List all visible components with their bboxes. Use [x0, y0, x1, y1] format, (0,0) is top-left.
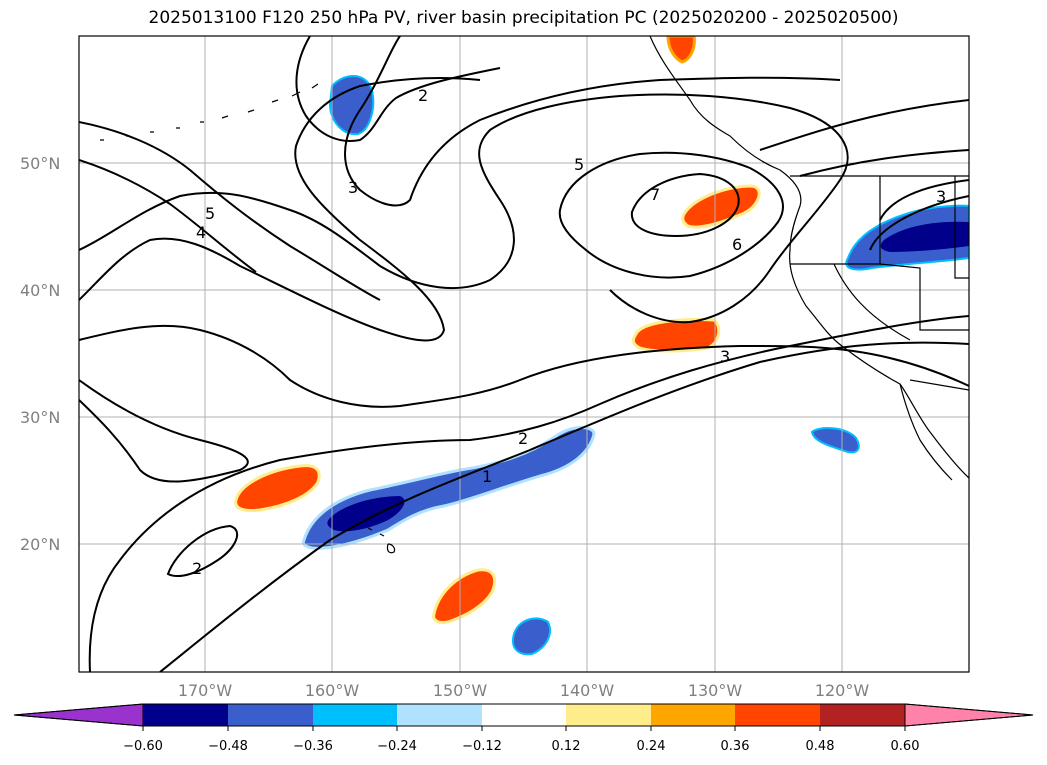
contour-label: 3 [720, 347, 730, 366]
contour-label: 2 [518, 429, 528, 448]
colorbar-tick-label: −0.48 [208, 739, 248, 754]
latitude-labels: 50°N 40°N 30°N 20°N [20, 154, 60, 554]
lon-label: 120°W [815, 681, 870, 700]
longitude-labels: 170°W 160°W 150°W 140°W 130°W 120°W [178, 681, 870, 700]
lon-label: 170°W [178, 681, 233, 700]
contour-2-north [295, 36, 501, 142]
contour-4 [79, 77, 481, 342]
pos-anomaly-pacnw [681, 184, 761, 229]
contour-2-loop [166, 524, 239, 578]
colorbar: −0.60 −0.48 −0.36 −0.24 −0.12 0.12 0.24 … [13, 703, 1034, 754]
contour-label: 3 [348, 178, 358, 197]
aleutian-dots [100, 83, 319, 141]
lon-label: 150°W [433, 681, 488, 700]
contour-7 [630, 172, 740, 238]
colorbar-tick-label: −0.60 [123, 739, 163, 754]
colorbar-swatch [313, 704, 397, 726]
colorbar-tick-label: −0.24 [377, 739, 417, 754]
contour-labels: 2 3 5 4 7 6 3 2 1 2 3 5 [192, 86, 946, 578]
colorbar-min-extend [13, 703, 144, 727]
contour-top-right-2 [799, 149, 969, 177]
contour-label: 1 [482, 467, 492, 486]
gridlines [79, 36, 969, 672]
pv-contours [79, 36, 969, 672]
neg-anomaly-band-core [327, 496, 405, 532]
contour-label: 2 [418, 86, 428, 105]
contour-3-ne [879, 179, 969, 221]
neg-anomaly-greatbasin-core [880, 221, 969, 252]
north-america-coast [649, 36, 969, 479]
state-border-3 [833, 263, 911, 341]
colorbar-swatch [397, 704, 482, 726]
colorbar-tick-label: 0.36 [721, 739, 750, 754]
colorbar-swatch [482, 704, 566, 726]
lat-label: 50°N [20, 154, 60, 173]
pos-anomaly-west [234, 464, 321, 512]
colorbar-tick-label: 0.12 [552, 739, 581, 754]
lat-label: 30°N [20, 408, 60, 427]
contour-label: 5 [205, 204, 215, 223]
hawaii-islands [367, 527, 396, 554]
state-border-2 [879, 263, 969, 331]
contour-label: 2 [192, 559, 202, 578]
lon-label: 130°W [688, 681, 743, 700]
lon-label: 160°W [305, 681, 360, 700]
colorbar-tick-label: 0.48 [806, 739, 835, 754]
contour-west-lower [79, 121, 381, 301]
contour-1 [159, 341, 969, 672]
colorbar-swatch [820, 704, 905, 726]
lat-label: 20°N [20, 535, 60, 554]
contour-west-upper [79, 159, 257, 273]
contour-3-south [79, 379, 249, 483]
colorbar-ticks [142, 726, 906, 731]
map-title: 2025013100 F120 250 hPa PV, river basin … [148, 8, 899, 28]
contour-label: 5 [574, 155, 584, 174]
neg-anomaly-south [512, 617, 551, 656]
contour-label: 3 [936, 187, 946, 206]
contour-label: 4 [196, 223, 206, 242]
colorbar-swatch [651, 704, 735, 726]
lat-label: 40°N [20, 281, 60, 300]
state-border-4 [954, 176, 969, 279]
coastlines [100, 36, 969, 554]
colorbar-tick-label: 0.24 [637, 739, 666, 754]
contour-6 [558, 151, 784, 279]
contour-5 [79, 93, 849, 324]
us-mexico-border [909, 379, 969, 391]
neg-anomaly-baja [810, 427, 860, 454]
colorbar-swatch [735, 704, 820, 726]
colorbar-tick-label: −0.36 [293, 739, 333, 754]
pos-anomaly-bc [666, 36, 696, 64]
contour-top-right [759, 99, 969, 151]
colorbar-swatch [143, 704, 228, 726]
contour-label: 7 [650, 185, 660, 204]
plot-frame [78, 35, 970, 673]
lon-label: 140°W [560, 681, 615, 700]
colorbar-swatch [228, 704, 313, 726]
contour-3-main [79, 324, 969, 408]
pos-anomaly-south [432, 568, 497, 624]
colorbar-max-extend [904, 703, 1034, 727]
colorbar-swatch [566, 704, 651, 726]
colorbar-tick-label: −0.12 [462, 739, 502, 754]
contour-ne-2 [869, 195, 969, 251]
colorbar-tick-label: 0.60 [891, 739, 920, 754]
contour-label: 6 [732, 235, 742, 254]
baja-peninsula [899, 383, 953, 481]
neg-anomaly-alaska [328, 75, 375, 136]
contour-3-north [344, 36, 841, 207]
